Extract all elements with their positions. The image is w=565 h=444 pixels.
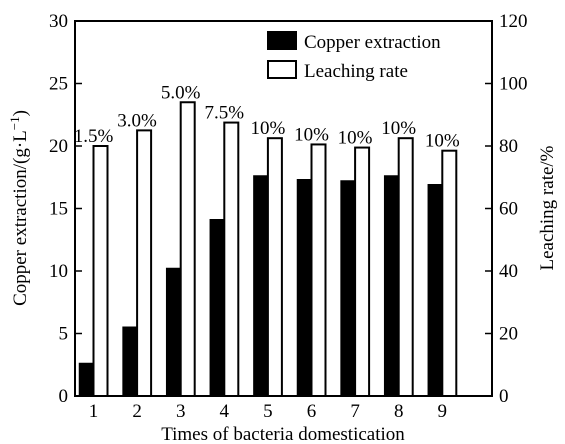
bar-data-label: 3.0% <box>117 110 157 131</box>
bar-data-label: 10% <box>381 118 416 139</box>
x-tick-label: 6 <box>307 401 317 422</box>
left-y-tick-label: 20 <box>49 136 68 157</box>
x-axis-title: Times of bacteria domestication <box>161 424 405 444</box>
bar-copper-extraction <box>427 184 444 397</box>
bar-copper-extraction <box>383 175 400 397</box>
right-y-tick-label: 40 <box>499 261 518 282</box>
left-y-axis-title-superscript: −1 <box>7 116 22 130</box>
left-y-tick-label: 30 <box>49 11 68 32</box>
bar-data-label: 5.0% <box>161 82 201 103</box>
legend-label-leaching-rate: Leaching rate <box>304 61 408 82</box>
left-y-axis-title: Copper extraction/(g·L−1) <box>7 110 32 306</box>
x-tick-label: 9 <box>438 401 448 422</box>
legend-swatch-copper-extraction <box>267 31 297 50</box>
bar-copper-extraction <box>78 362 95 397</box>
x-tick-label: 1 <box>89 401 99 422</box>
bar-copper-extraction <box>209 219 226 397</box>
right-y-tick-label: 120 <box>499 11 528 32</box>
x-tick-label: 5 <box>263 401 273 422</box>
bar-data-label: 1.5% <box>74 126 114 147</box>
left-y-tick-label: 15 <box>49 199 68 220</box>
bar-leaching-rate <box>223 121 240 397</box>
bar-data-label: 10% <box>338 128 373 149</box>
bar-data-label: 10% <box>425 131 460 152</box>
right-y-tick-label: 80 <box>499 136 518 157</box>
x-tick-label: 2 <box>132 401 142 422</box>
chart-marks: 0 5 10 15 20 25 30 0 20 40 60 80 100 120 1 1.5% 2 3.0% 3 5.… <box>49 11 528 422</box>
bar-leaching-rate <box>441 149 458 397</box>
bar-leaching-rate <box>310 143 327 397</box>
bar-leaching-rate <box>92 145 109 397</box>
bar-copper-extraction <box>253 175 269 397</box>
bar-leaching-rate <box>354 146 371 397</box>
bar-data-label: 10% <box>294 124 329 145</box>
bar-data-label: 7.5% <box>205 103 245 124</box>
bar-leaching-rate <box>397 137 414 397</box>
left-y-tick-label: 0 <box>59 386 69 407</box>
bar-copper-extraction <box>296 179 313 397</box>
bar-leaching-rate <box>266 137 283 397</box>
bar-leaching-rate <box>136 129 153 397</box>
left-y-tick-label: 25 <box>49 74 68 95</box>
right-y-tick-label: 100 <box>499 74 528 95</box>
left-y-axis-title-close: ) <box>10 110 31 116</box>
bar-data-label: 10% <box>250 118 285 139</box>
left-y-axis-title-main: Copper extraction/(g·L <box>10 130 31 306</box>
right-y-tick-label: 20 <box>499 324 518 345</box>
left-y-tick-label: 10 <box>49 261 68 282</box>
x-tick-label: 8 <box>394 401 404 422</box>
legend-swatch-leaching-rate <box>267 60 297 79</box>
right-y-tick-label: 60 <box>499 199 518 220</box>
x-tick-label: 3 <box>176 401 186 422</box>
right-y-tick-label: 0 <box>499 386 509 407</box>
left-y-tick-label: 5 <box>59 324 69 345</box>
x-tick-label: 4 <box>220 401 230 422</box>
bar-copper-extraction <box>340 180 356 397</box>
legend-label-copper-extraction: Copper extraction <box>304 32 441 53</box>
bar-copper-extraction <box>122 326 138 397</box>
bar-leaching-rate <box>179 101 196 397</box>
bar-copper-extraction <box>165 267 182 397</box>
right-y-axis-title: Leaching rate/% <box>537 145 558 270</box>
x-tick-label: 7 <box>350 401 360 422</box>
legend: Copper extraction Leaching rate <box>267 31 441 82</box>
